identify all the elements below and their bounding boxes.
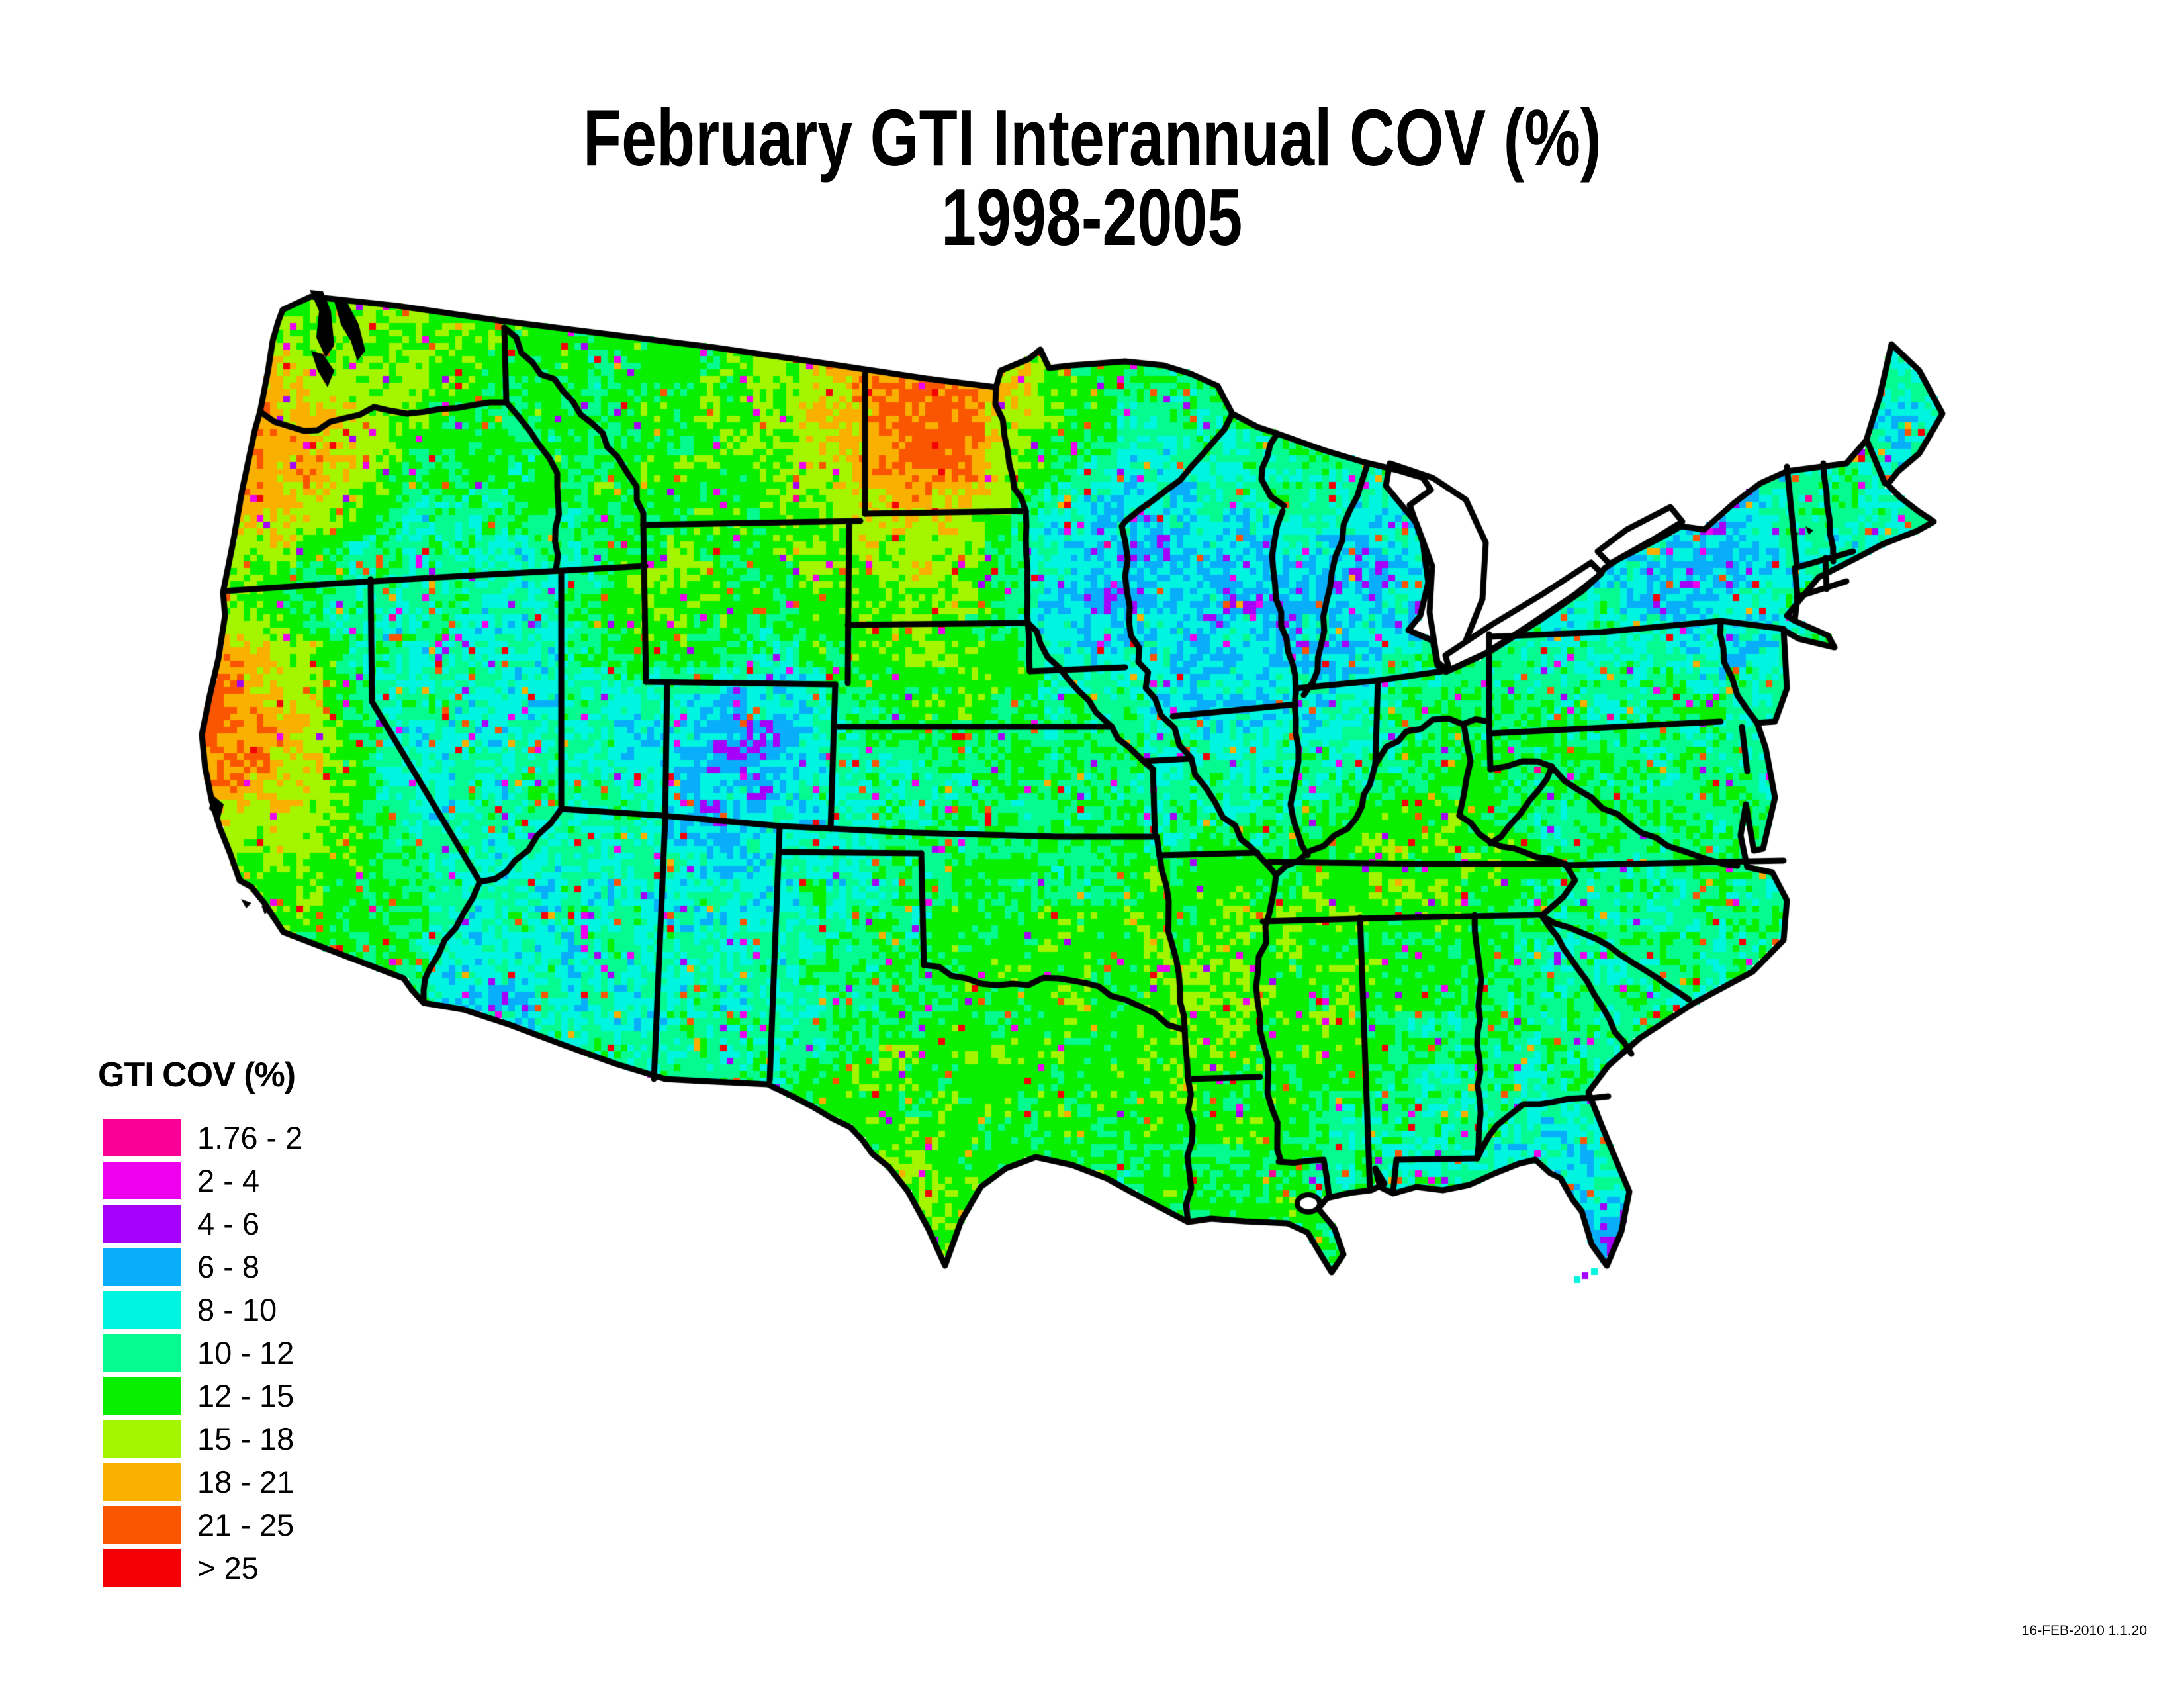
legend-label: 6 - 8 xyxy=(197,1249,260,1284)
legend-row: 18 - 21 xyxy=(103,1463,514,1506)
legend-label: 18 - 21 xyxy=(197,1464,295,1499)
legend-row: 12 - 15 xyxy=(103,1377,514,1420)
legend-label: 4 - 6 xyxy=(197,1206,260,1241)
legend: GTI COV (%) 1.76 - 2 2 - 4 4 - 6 6 - 8 8 - 1… xyxy=(98,1056,302,1587)
legend-label: 1.76 - 2 xyxy=(197,1120,303,1155)
legend-label: > 25 xyxy=(197,1550,259,1585)
legend-row: 21 - 25 xyxy=(103,1506,514,1549)
legend-row: 1.76 - 2 xyxy=(103,1119,514,1162)
map-title-line1: February GTI Interannual COV (%) xyxy=(582,93,1602,183)
legend-label: 2 - 4 xyxy=(197,1163,260,1198)
legend-row: 10 - 12 xyxy=(103,1334,514,1377)
legend-row: 6 - 8 xyxy=(103,1248,514,1291)
legend-swatch xyxy=(103,1334,181,1372)
legend-row: 8 - 10 xyxy=(103,1291,514,1334)
legend-swatch xyxy=(103,1248,181,1286)
map-title-line2: 1998-2005 xyxy=(941,172,1243,262)
legend-swatch xyxy=(103,1162,181,1199)
map-title: February GTI Interannual COV (%) 1998-20… xyxy=(0,93,2184,262)
legend-title: GTI COV (%) xyxy=(98,1056,296,1094)
legend-swatch xyxy=(103,1506,181,1544)
legend-label: 12 - 15 xyxy=(197,1378,295,1413)
legend-label: 8 - 10 xyxy=(197,1292,277,1327)
legend-row: > 25 xyxy=(103,1549,514,1592)
legend-swatch xyxy=(103,1463,181,1501)
legend-swatch xyxy=(103,1291,181,1329)
legend-swatch xyxy=(103,1377,181,1415)
legend-swatch xyxy=(103,1119,181,1156)
legend-label: 10 - 12 xyxy=(197,1335,295,1370)
footer-timestamp: 16-FEB-2010 1.1.20 xyxy=(2021,1623,2147,1638)
legend-swatch xyxy=(103,1549,181,1587)
legend-row: 15 - 18 xyxy=(103,1420,514,1463)
legend-row: 4 - 6 xyxy=(103,1205,514,1248)
legend-swatch xyxy=(103,1420,181,1458)
legend-label: 15 - 18 xyxy=(197,1421,295,1456)
legend-swatch xyxy=(103,1205,181,1243)
legend-label: 21 - 25 xyxy=(197,1507,295,1542)
legend-row: 2 - 4 xyxy=(103,1162,514,1205)
legend-rows: 1.76 - 2 2 - 4 4 - 6 6 - 8 8 - 10 10 - 12 12 -… xyxy=(103,1119,514,1592)
